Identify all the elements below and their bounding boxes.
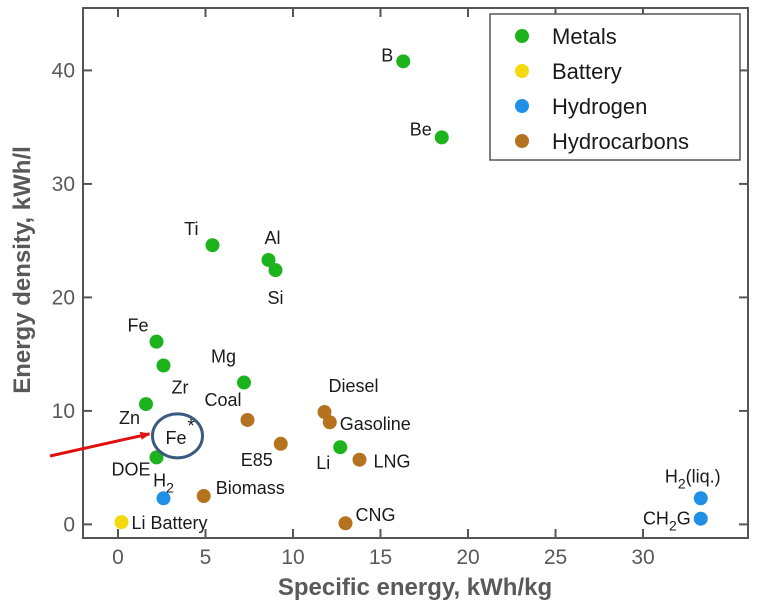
- point-metals-ti: [205, 238, 220, 253]
- y-axis-title: Energy density, kWh/l: [9, 146, 36, 394]
- point-label: Ti: [184, 219, 198, 239]
- point-label: E85: [241, 450, 273, 470]
- point-hydrocarbons-gasoline: [322, 415, 337, 430]
- point-metals-li: [333, 440, 348, 455]
- point-label: Al: [264, 228, 280, 248]
- legend-label-battery: Battery: [552, 59, 622, 84]
- point-label: Si: [267, 288, 283, 308]
- point-label: Li: [316, 453, 330, 473]
- point-label: Zn: [119, 408, 140, 428]
- point-label: Coal: [204, 390, 241, 410]
- axis-ticks: 0 5 10 15 20 25 30 0 10 20 30 40: [52, 8, 748, 569]
- point-label: Zr: [172, 377, 189, 397]
- annotation-circle: [151, 412, 204, 460]
- point-hydrocarbons-biomass: [196, 489, 211, 504]
- point-label: B: [381, 45, 393, 65]
- legend-box: [489, 13, 741, 161]
- x-tick-label: 30: [631, 546, 654, 569]
- y-tick-label: 20: [52, 286, 75, 309]
- point-label: Be: [410, 119, 432, 139]
- x-tick-label: 15: [369, 546, 392, 569]
- point-metals-zr: [156, 358, 171, 373]
- y-tick-label: 30: [52, 173, 75, 196]
- annotation-label: Fe: [166, 428, 187, 448]
- point-label: H2(liq.): [665, 466, 721, 491]
- legend-label-hydrogen: Hydrogen: [552, 94, 647, 119]
- x-tick-label: 10: [281, 546, 304, 569]
- legend-label-metals: Metals: [552, 24, 617, 49]
- legend-marker-hydrogen: [515, 99, 529, 113]
- point-metals-al: [261, 252, 276, 267]
- data-points: [114, 54, 708, 531]
- point-hydrogen-h2-liq-: [693, 491, 708, 506]
- y-tick-label: 0: [63, 513, 75, 536]
- point-label: Gasoline: [340, 414, 411, 434]
- annotation-superscript: *: [188, 416, 195, 436]
- point-metals-fe: [149, 334, 164, 349]
- point-metals-zn: [139, 397, 153, 412]
- point-battery-li-battery: [114, 515, 129, 530]
- legend-marker-battery: [515, 64, 529, 78]
- point-label: Fe: [127, 316, 148, 336]
- point-label: H2: [153, 470, 174, 495]
- legend-label-hydrocarbons: Hydrocarbons: [552, 129, 689, 154]
- x-tick-label: 5: [200, 546, 212, 569]
- x-tick-label: 0: [112, 546, 124, 569]
- point-metals-mg: [237, 375, 251, 390]
- point-label: DOE: [111, 459, 150, 479]
- point-label: CH2G: [643, 509, 691, 534]
- point-hydrogen-ch2g: [693, 511, 708, 526]
- point-label: Li Battery: [132, 513, 208, 533]
- point-hydrocarbons-cng: [338, 516, 353, 531]
- point-metals-si: [268, 263, 283, 278]
- legend-marker-metals: [515, 29, 529, 43]
- y-tick-label: 10: [52, 400, 75, 423]
- point-metals-doe: [149, 450, 164, 465]
- point-hydrocarbons-lng: [352, 452, 367, 467]
- point-hydrogen-h2: [156, 491, 171, 506]
- annotation-arrow: [49, 431, 151, 458]
- plot-area: [82, 7, 749, 539]
- x-tick-label: 20: [456, 546, 479, 569]
- x-axis-title: Specific energy, kWh/kg: [278, 574, 552, 601]
- point-hydrocarbons-coal: [240, 412, 255, 427]
- point-labels: B Be Ti Al Si Fe Mg Zr Zn DOE Li Li Battery H2 H2(liq…: [111, 45, 720, 533]
- point-label: LNG: [374, 452, 411, 472]
- x-tick-label: 25: [544, 546, 567, 569]
- point-label: Diesel: [329, 376, 379, 396]
- fe-star-annotation: Fe*: [49, 412, 204, 460]
- plot-frame: [82, 7, 749, 539]
- point-metals-be: [434, 130, 449, 145]
- point-hydrocarbons-e85: [273, 436, 288, 451]
- legend: Metals Battery Hydrogen Hydrocarbons: [489, 13, 741, 161]
- point-label: CNG: [356, 505, 396, 525]
- point-metals-b: [396, 54, 411, 69]
- legend-marker-hydrocarbons: [515, 134, 529, 148]
- y-tick-label: 40: [52, 59, 75, 82]
- point-label: Mg: [211, 347, 236, 367]
- point-label: Biomass: [216, 478, 285, 498]
